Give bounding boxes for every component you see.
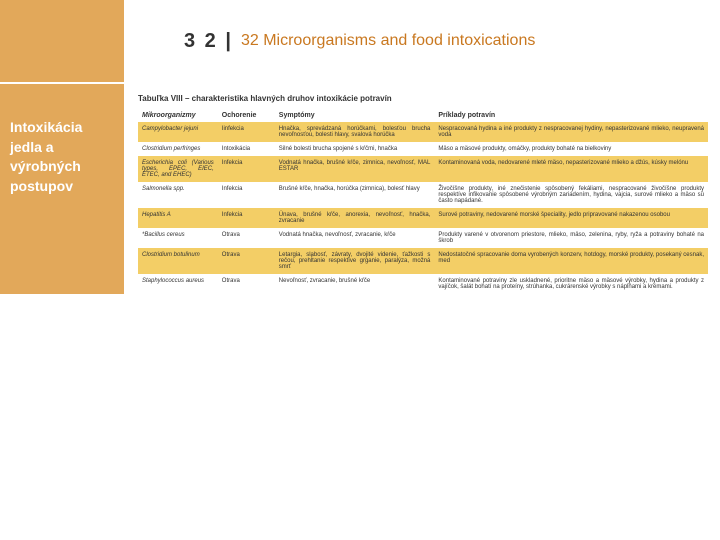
cell-sym: Nevoľnosť, zvracanie, brušné kŕče	[275, 274, 435, 294]
cell-och: Infekcia	[218, 182, 275, 208]
cell-och: Otrava	[218, 248, 275, 274]
intoxication-table: Mikroorganizmy Ochorenie Symptómy Príkla…	[138, 109, 708, 294]
cell-prk: Živočíšne produkty, iné znečistenie spôs…	[434, 182, 708, 208]
sidebar: Intoxikácia jedla a výrobných postupov	[0, 84, 124, 294]
table-row: Clostridium botulinumOtravaLetargia, sla…	[138, 248, 708, 274]
cell-sym: Vodnatá hnačka, brušné kŕče, zimnica, ne…	[275, 156, 435, 182]
header-title-area: 3 2 | 32 Microorganisms and food intoxic…	[124, 0, 720, 82]
cell-micro: Salmonella spp.	[138, 182, 218, 208]
cell-sym: Silné bolesti brucha spojené s kŕčmi, hn…	[275, 142, 435, 156]
cell-och: Iinfekcia	[218, 122, 275, 142]
cell-sym: Hnačka, sprevádzaná horúčkami, bolesťou …	[275, 122, 435, 142]
cell-och: Infekcia	[218, 156, 275, 182]
table-row: Campylobacter jejuniIinfekciaHnačka, spr…	[138, 122, 708, 142]
cell-prk: Mäso a mäsové produkty, omáčky, produkty…	[434, 142, 708, 156]
cell-prk: Surové potraviny, nedovarené morské špec…	[434, 208, 708, 228]
table-row: Clostridium perfringesIntoxikáciaSilné b…	[138, 142, 708, 156]
table-row: *Bacillus cereusOtravaVodnatá hnačka, ne…	[138, 228, 708, 248]
cell-micro: Clostridium botulinum	[138, 248, 218, 274]
sidebar-title: Intoxikácia jedla a výrobných postupov	[10, 118, 114, 196]
cell-prk: Nedostatočné spracovanie doma vyrobených…	[434, 248, 708, 274]
cell-micro: *Bacillus cereus	[138, 228, 218, 248]
cell-prk: Kontaminované potraviny zle uskladnené, …	[434, 274, 708, 294]
content-area: Tabuľka VIII – charakteristika hlavných …	[124, 84, 720, 294]
cell-och: Otrava	[218, 274, 275, 294]
cell-sym: Vodnatá hnačka, nevoľnosť, zvracanie, kŕ…	[275, 228, 435, 248]
cell-micro: Staphylococcus aureus	[138, 274, 218, 294]
header-accent-block	[0, 0, 124, 82]
cell-prk: Nespracovaná hydina a iné produkty z nes…	[434, 122, 708, 142]
cell-micro: Clostridium perfringes	[138, 142, 218, 156]
header-band: 3 2 | 32 Microorganisms and food intoxic…	[0, 0, 720, 82]
table-row: Salmonella spp.InfekciaBrušné kŕče, hnač…	[138, 182, 708, 208]
table-row: Staphylococcus aureusOtravaNevoľnosť, zv…	[138, 274, 708, 294]
cell-sym: Letargia, slabosť, závraty, dvojité vide…	[275, 248, 435, 274]
table-caption: Tabuľka VIII – charakteristika hlavných …	[138, 94, 708, 103]
table-row: Hepatitis AInfekciaÚnava, brušné kŕče, a…	[138, 208, 708, 228]
cell-och: Infekcia	[218, 208, 275, 228]
cell-sym: Únava, brušné kŕče, anorexia, nevoľnosť,…	[275, 208, 435, 228]
col-header-prk: Príklady potravín	[434, 109, 708, 122]
cell-micro: Escherichia coli (Various types, EPEC, E…	[138, 156, 218, 182]
chapter-number: 3 2 |	[184, 30, 233, 53]
cell-micro: Campylobacter jejuni	[138, 122, 218, 142]
col-header-micro: Mikroorganizmy	[138, 109, 218, 122]
chapter-title: 32 Microorganisms and food intoxications	[241, 32, 535, 50]
cell-sym: Brušné kŕče, hnačka, horúčka (zimnica), …	[275, 182, 435, 208]
cell-och: Otrava	[218, 228, 275, 248]
col-header-och: Ochorenie	[218, 109, 275, 122]
cell-och: Intoxikácia	[218, 142, 275, 156]
table-row: Escherichia coli (Various types, EPEC, E…	[138, 156, 708, 182]
cell-prk: Produkty varené v otvorenom priestore, m…	[434, 228, 708, 248]
cell-prk: Kontaminovaná voda, nedovarené mleté mäs…	[434, 156, 708, 182]
main-area: Intoxikácia jedla a výrobných postupov T…	[0, 84, 720, 294]
col-header-sym: Symptómy	[275, 109, 435, 122]
cell-micro: Hepatitis A	[138, 208, 218, 228]
table-header-row: Mikroorganizmy Ochorenie Symptómy Príkla…	[138, 109, 708, 122]
